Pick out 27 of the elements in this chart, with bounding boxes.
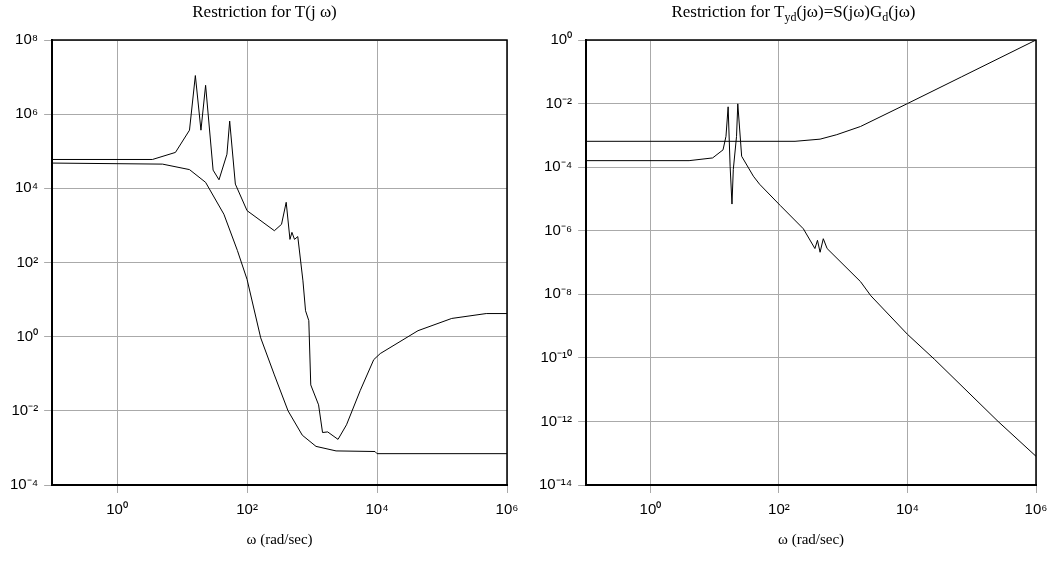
y-tick-label: 10⁻⁴ <box>543 157 573 175</box>
y-tick-label: 10⁻¹⁴ <box>539 475 573 493</box>
chart-title: Restriction for T$_{yd}$(jω)=S(jω)G$_{d}$(jω) <box>670 2 917 26</box>
y-tick-label: 10⁻⁴ <box>9 475 39 493</box>
y-tick-label: 10² <box>16 252 39 270</box>
y-tick-label: 10⁴ <box>14 178 39 196</box>
x-tick-label: 10⁴ <box>365 500 389 518</box>
y-tick-label: 10⁸ <box>15 30 39 48</box>
y-tick-label: 10⁻¹² <box>540 411 573 429</box>
y-tick-label: 10⁰ <box>16 326 39 344</box>
y-tick-label: 10⁻² <box>11 400 39 418</box>
x-tick-label: 10⁴ <box>895 500 920 518</box>
y-tick-label: 10⁰ <box>550 30 573 48</box>
x-axis-title: ω (rad/sec) <box>778 530 845 548</box>
y-tick-label: 10⁻⁶ <box>544 220 573 238</box>
y-tick-label: 10⁻⁸ <box>544 284 573 302</box>
y-tick-label: 10⁻² <box>545 93 573 111</box>
x-tick-label: 10² <box>768 500 790 518</box>
x-tick-label: 10⁰ <box>106 500 128 518</box>
y-tick-label: 10⁻¹⁰ <box>540 348 573 365</box>
x-tick-label: 10⁰ <box>639 500 662 518</box>
x-tick-label: 10⁶ <box>495 500 519 518</box>
x-axis-title: ω (rad/sec) <box>246 530 313 548</box>
y-tick-label: 10⁶ <box>15 104 39 122</box>
chart-title: Restriction for T(j ω) <box>191 2 338 22</box>
x-tick-label: 10⁶ <box>1024 500 1048 518</box>
x-tick-label: 10² <box>236 500 258 518</box>
